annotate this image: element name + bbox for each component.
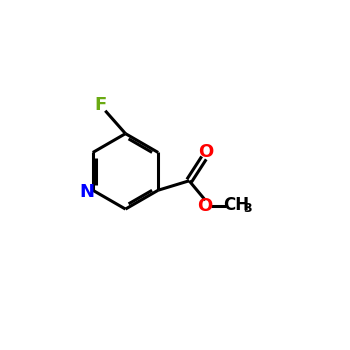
Text: 3: 3 bbox=[243, 202, 252, 215]
Text: N: N bbox=[79, 183, 94, 201]
Text: F: F bbox=[94, 96, 106, 114]
Text: CH: CH bbox=[223, 196, 249, 214]
Text: O: O bbox=[198, 144, 214, 161]
Text: O: O bbox=[197, 197, 212, 215]
